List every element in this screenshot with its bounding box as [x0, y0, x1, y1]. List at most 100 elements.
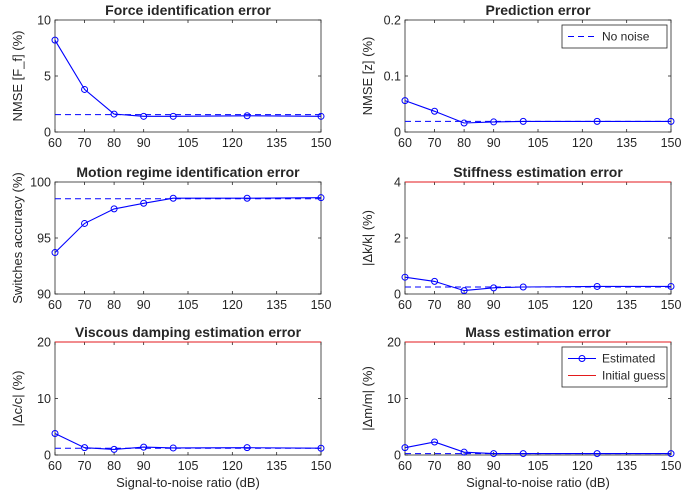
x-tick-label: 70: [78, 459, 92, 473]
x-tick-label: 90: [137, 459, 151, 473]
axes-box: [54, 19, 322, 133]
data-point: [431, 277, 439, 285]
data-point: [169, 112, 177, 120]
chart-title: Prediction error: [485, 2, 591, 18]
axes-box: [54, 181, 322, 295]
y-tick-label: 10: [37, 14, 51, 28]
y-tick-label: 0: [44, 126, 51, 140]
x-tick-label: 90: [137, 136, 151, 150]
x-tick-label: 120: [572, 136, 593, 150]
x-tick-label: 120: [572, 298, 593, 312]
legend-box: [561, 24, 668, 49]
x-tick-label: 150: [661, 459, 682, 473]
chart-panel-5: 60 70 80 90 105 120 135 150 0 10 20 Viscous damping…: [10, 324, 331, 490]
data-point: [490, 284, 498, 292]
y-tick-label: 100: [30, 176, 51, 190]
data-point: [81, 219, 89, 227]
x-tick-label: 105: [178, 459, 199, 473]
data-point: [81, 444, 89, 452]
series-line-estimated: [54, 197, 322, 253]
y-axis-label: NMSE [z] (%): [360, 37, 375, 116]
data-point: [243, 444, 251, 452]
x-tick-label: 135: [616, 136, 637, 150]
x-tick-label: 150: [311, 298, 332, 312]
x-tick-label: 120: [222, 136, 243, 150]
y-tick-label: 10: [37, 392, 51, 406]
axes-box: [404, 181, 672, 295]
x-tick-label: 150: [661, 136, 682, 150]
x-tick-label: 135: [266, 136, 287, 150]
y-tick-label: 0: [394, 288, 401, 302]
x-tick-label: 90: [487, 136, 501, 150]
y-tick-label: 0: [394, 449, 401, 463]
x-tick-label: 90: [137, 298, 151, 312]
legend-label: No noise: [602, 30, 650, 44]
y-axis-label: |Δm/m| (%): [360, 366, 375, 431]
data-point: [169, 194, 177, 202]
x-tick-label: 120: [222, 459, 243, 473]
x-tick-label: 135: [616, 459, 637, 473]
x-tick-label: 60: [48, 298, 62, 312]
x-tick-label: 80: [107, 298, 121, 312]
y-tick-label: 0: [394, 126, 401, 140]
axes-box: [54, 341, 322, 456]
data-point: [431, 438, 439, 446]
x-tick-label: 105: [178, 136, 199, 150]
x-tick-label: 60: [398, 459, 412, 473]
y-tick-label: 10: [387, 392, 401, 406]
x-tick-label: 135: [616, 298, 637, 312]
x-axis-label: Signal-to-noise ratio (dB): [466, 475, 610, 490]
data-point: [140, 199, 148, 207]
data-point: [401, 444, 409, 452]
data-point: [317, 194, 325, 202]
y-tick-label: 2: [394, 232, 401, 246]
y-tick-label: 4: [394, 176, 401, 190]
data-point: [460, 119, 468, 127]
data-point: [431, 107, 439, 115]
data-point: [460, 287, 468, 295]
y-axis-label: NMSE [F_f] (%): [10, 30, 25, 121]
data-point: [401, 97, 409, 105]
legend-label: Initial guess: [602, 369, 665, 383]
x-tick-label: 105: [528, 459, 549, 473]
x-tick-label: 80: [107, 459, 121, 473]
x-tick-label: 150: [311, 459, 332, 473]
y-tick-label: 95: [37, 232, 51, 246]
data-point: [490, 118, 498, 126]
data-point: [140, 112, 148, 120]
x-tick-label: 150: [311, 136, 332, 150]
x-tick-label: 70: [78, 136, 92, 150]
chart-panel-1: 60 70 80 90 105 120 135 150 0 5 10 Force identifica…: [10, 2, 331, 150]
legend: Estimated Initial guess: [561, 346, 668, 388]
y-tick-label: 0: [44, 449, 51, 463]
chart-title: Stiffness estimation error: [453, 164, 623, 180]
y-axis-label: Switches accuracy (%): [10, 172, 25, 303]
data-point: [51, 249, 59, 257]
data-point: [243, 194, 251, 202]
legend-box: [561, 346, 668, 388]
x-axis-label: Signal-to-noise ratio (dB): [116, 475, 260, 490]
x-tick-label: 60: [398, 298, 412, 312]
x-tick-label: 60: [48, 459, 62, 473]
chart-title: Motion regime identification error: [76, 164, 300, 180]
x-tick-label: 150: [661, 298, 682, 312]
x-tick-label: 80: [457, 136, 471, 150]
x-tick-label: 70: [428, 136, 442, 150]
x-tick-label: 60: [398, 136, 412, 150]
x-tick-label: 90: [487, 298, 501, 312]
data-point: [110, 205, 118, 213]
x-tick-label: 80: [457, 298, 471, 312]
chart-title: Mass estimation error: [465, 324, 611, 340]
x-tick-label: 120: [222, 298, 243, 312]
data-point: [140, 443, 148, 451]
y-tick-label: 0.2: [384, 14, 401, 28]
data-point: [593, 282, 601, 290]
x-tick-label: 70: [428, 459, 442, 473]
x-tick-label: 70: [428, 298, 442, 312]
y-tick-label: 90: [37, 288, 51, 302]
data-point: [51, 430, 59, 438]
data-point: [110, 445, 118, 453]
x-tick-label: 135: [266, 459, 287, 473]
chart-panel-3: 60 70 80 90 105 120 135 150 90 95 100 Motion regime…: [10, 164, 331, 312]
